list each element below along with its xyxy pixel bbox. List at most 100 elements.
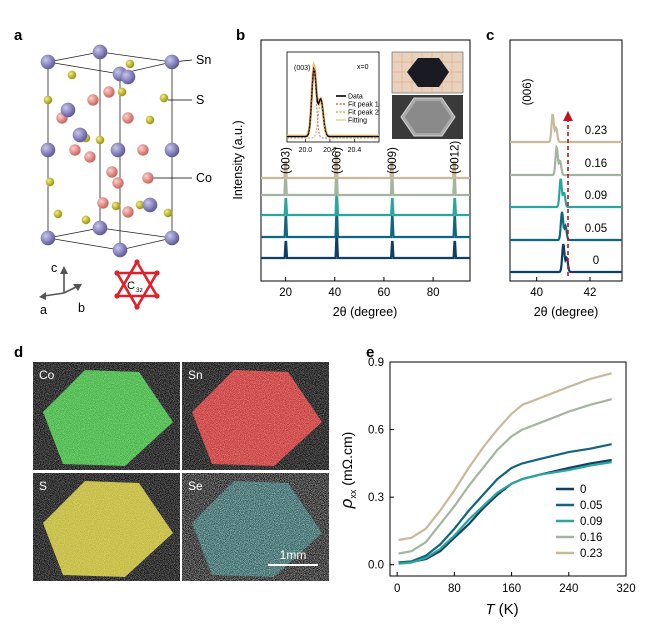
zoom-xlabel: 2θ (degree) xyxy=(534,305,599,319)
map-label: Co xyxy=(39,368,55,382)
shift-arrow-head xyxy=(563,111,573,121)
s-atom xyxy=(117,87,127,97)
xrd-series-0.23 xyxy=(261,154,470,180)
resistivity-xtick-label: 0 xyxy=(394,583,400,595)
sn-atom xyxy=(164,230,180,246)
eds-map-co: Co xyxy=(33,362,180,470)
resistivity-xlabel: T (K) xyxy=(485,601,518,618)
atom-label-s: S xyxy=(196,93,204,107)
zoom-series-label: 0 xyxy=(593,255,599,267)
xrd-chart: 20 40 60 80 (003) (006) (009) (0012) 2θ (degre… xyxy=(231,39,471,319)
inset-xtick-label: 20.0 xyxy=(299,147,313,154)
xrd-series-0.09 xyxy=(261,191,470,217)
zoom-xtick-label: 40 xyxy=(530,287,543,299)
resistivity-series-0.05 xyxy=(398,443,612,564)
symmetry-subscript: 3z xyxy=(136,287,143,294)
inset-peak-label: (003) xyxy=(294,65,310,72)
zoom-xtick-label: 42 xyxy=(584,287,597,299)
co-atom xyxy=(112,177,124,189)
sn-atom xyxy=(92,44,108,60)
s-atom xyxy=(43,95,53,105)
axis-a-label: a xyxy=(40,303,47,317)
co-atom xyxy=(84,151,96,163)
ylabel-rho: ρ xyxy=(337,498,356,509)
xlabel-T: T xyxy=(485,601,496,618)
resistivity-xtick-label: 240 xyxy=(559,583,578,595)
zoom-series-label: 0.05 xyxy=(585,223,607,235)
scale-bar-label: 1mm xyxy=(280,548,307,562)
s-atom xyxy=(45,177,55,187)
xrd-xlabel: 2θ (degree) xyxy=(333,305,398,319)
s-atom xyxy=(159,93,169,103)
ylabel-sub: xx xyxy=(348,489,358,499)
s-atom xyxy=(67,70,77,80)
resistivity-plot-frame xyxy=(389,361,627,577)
sn-atom xyxy=(40,54,56,70)
panel-label-b: b xyxy=(236,27,245,44)
xrd-xtick-label: 60 xyxy=(378,287,391,299)
atom-label-sn: Sn xyxy=(196,53,211,67)
crystal-photo xyxy=(391,51,464,94)
resistivity-ytick-label: 0.9 xyxy=(368,357,384,369)
axes-triad: c a b xyxy=(39,261,85,317)
co-atom xyxy=(137,144,149,156)
sn-atom xyxy=(142,197,158,213)
xrd-ylabel: Intensity (a.u.) xyxy=(231,120,245,199)
axis-c-label: c xyxy=(51,261,57,275)
noise-overlay xyxy=(182,473,329,581)
zoom-series-0 xyxy=(510,243,622,274)
xrd-xtick-label: 80 xyxy=(427,287,440,299)
resistivity-series-0.09 xyxy=(398,461,612,565)
co-atom xyxy=(97,197,109,209)
xrd-series-0.05 xyxy=(261,209,470,239)
symmetry-vertex xyxy=(134,304,140,310)
resistivity-xtick-label: 80 xyxy=(448,583,461,595)
panel-label-d: d xyxy=(14,344,23,361)
sn-atom xyxy=(112,242,128,258)
xrd-006-zoom-chart: 40 42 0 0.05 0.09 0.16 0.23 2θ (degree) (006) xyxy=(509,39,623,319)
symmetry-vertex xyxy=(134,259,140,265)
legend-label: 0.16 xyxy=(580,532,602,544)
co-atom xyxy=(69,144,81,156)
crystal-structure: Sn S Co xyxy=(40,44,212,258)
s-atom xyxy=(111,201,121,211)
inset-legend-label: Fit peak 2 xyxy=(348,110,379,117)
map-label: S xyxy=(39,479,47,493)
xrd-xtick-label: 20 xyxy=(279,287,292,299)
symmetry-vertex xyxy=(114,293,120,299)
xrd-series-0 xyxy=(261,234,470,260)
s-atom xyxy=(95,135,105,145)
zoom-series-0.16 xyxy=(510,144,622,177)
resistivity-xtick-label: 320 xyxy=(616,583,635,595)
atom-label-co: Co xyxy=(196,171,212,185)
eds-maps: Co Sn S Se xyxy=(33,362,329,581)
sn-atom xyxy=(120,69,136,85)
inset-fitting xyxy=(287,60,379,138)
panel-label-e: e xyxy=(366,344,374,361)
c3z-symmetry-icon: C 3z xyxy=(114,259,160,310)
xrd-peak-label: (009) xyxy=(387,147,399,174)
co-atom xyxy=(103,86,115,98)
sn-atom xyxy=(164,54,180,70)
axis-b-label: b xyxy=(78,301,85,315)
co-atom xyxy=(122,112,134,124)
legend-label: 0 xyxy=(580,484,586,496)
eds-map-s: S xyxy=(33,473,180,581)
xrd-peak-label: (003) xyxy=(281,147,293,174)
symmetry-vertex xyxy=(114,270,120,276)
zoom-plot-frame xyxy=(509,39,623,282)
map-label: Sn xyxy=(188,368,203,382)
s-atom xyxy=(81,215,91,225)
unit-cell-frame xyxy=(47,51,173,251)
zoom-series-0.23 xyxy=(510,113,622,144)
zoom-series-label: 0.23 xyxy=(585,125,607,137)
sn-atom xyxy=(40,142,56,158)
panel-label-a: a xyxy=(14,27,23,44)
inset-note: x=0 xyxy=(357,64,369,71)
noise-overlay xyxy=(33,362,180,470)
zoom-peak-label: (006) xyxy=(522,78,534,105)
crystal-hexagon xyxy=(407,58,449,87)
sn-atom xyxy=(92,220,108,236)
co-atom xyxy=(106,166,118,178)
